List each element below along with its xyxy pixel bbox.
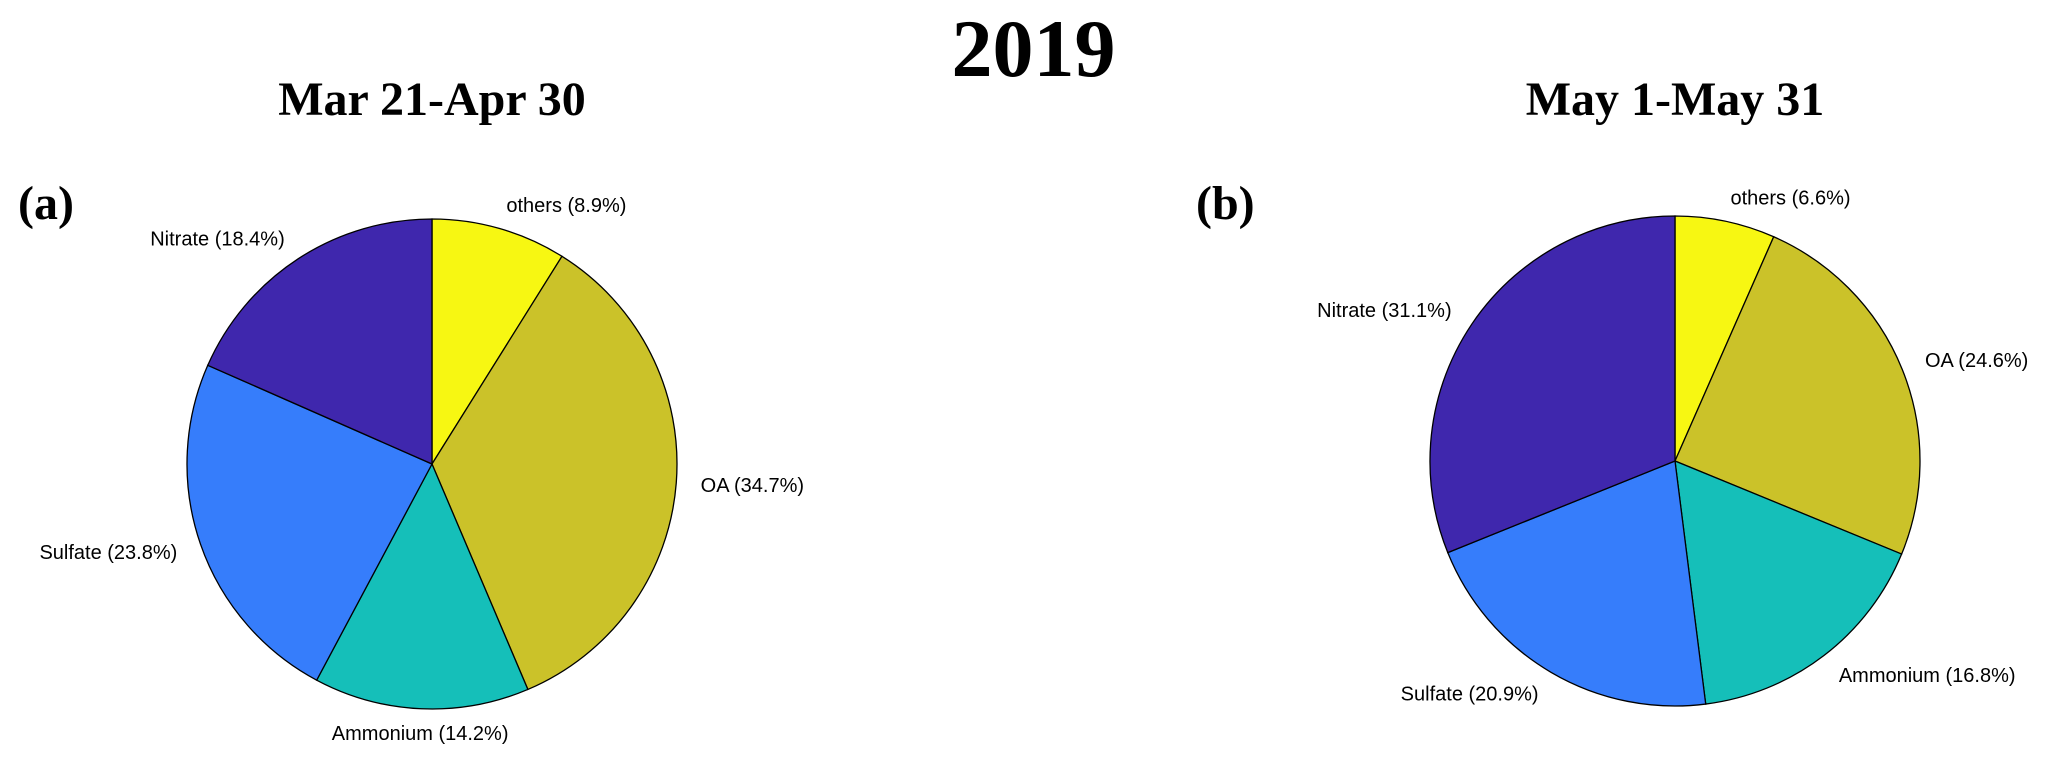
pie-slice-oa bbox=[1674, 235, 1921, 555]
pie-a-title: Mar 21-Apr 30 bbox=[278, 73, 586, 126]
pie-slice-oa bbox=[431, 255, 678, 691]
pie-slice-ammonium bbox=[315, 462, 529, 710]
pie-slice-others bbox=[431, 218, 563, 467]
pie-slice-sulfate bbox=[186, 364, 433, 682]
slice-label-nitrate: Nitrate (31.1%) bbox=[1317, 300, 1452, 322]
slice-label-sulfate: Sulfate (20.9%) bbox=[1401, 683, 1539, 705]
figure-title: 2019 bbox=[951, 3, 1116, 94]
slice-label-ammonium: Ammonium (14.2%) bbox=[332, 723, 509, 745]
pie-slice-ammonium bbox=[1674, 459, 1903, 705]
slice-label-nitrate: Nitrate (18.4%) bbox=[150, 228, 285, 250]
pie-slice-sulfate bbox=[1446, 460, 1707, 707]
pie-b-title: May 1-May 31 bbox=[1525, 73, 1825, 126]
slice-label-others: others (8.9%) bbox=[506, 195, 626, 217]
slice-label-oa: OA (34.7%) bbox=[701, 475, 804, 497]
pie-slice-nitrate bbox=[206, 218, 433, 465]
panel-label-a: (a) bbox=[18, 177, 74, 230]
slice-label-others: others (6.6%) bbox=[1730, 187, 1850, 209]
panel-label-b: (b) bbox=[1196, 177, 1255, 230]
pie-slice-nitrate bbox=[1429, 215, 1676, 554]
slice-label-oa: OA (24.6%) bbox=[1925, 350, 2028, 372]
slice-label-ammonium: Ammonium (16.8%) bbox=[1839, 665, 2016, 687]
slice-label-sulfate: Sulfate (23.8%) bbox=[39, 542, 177, 564]
